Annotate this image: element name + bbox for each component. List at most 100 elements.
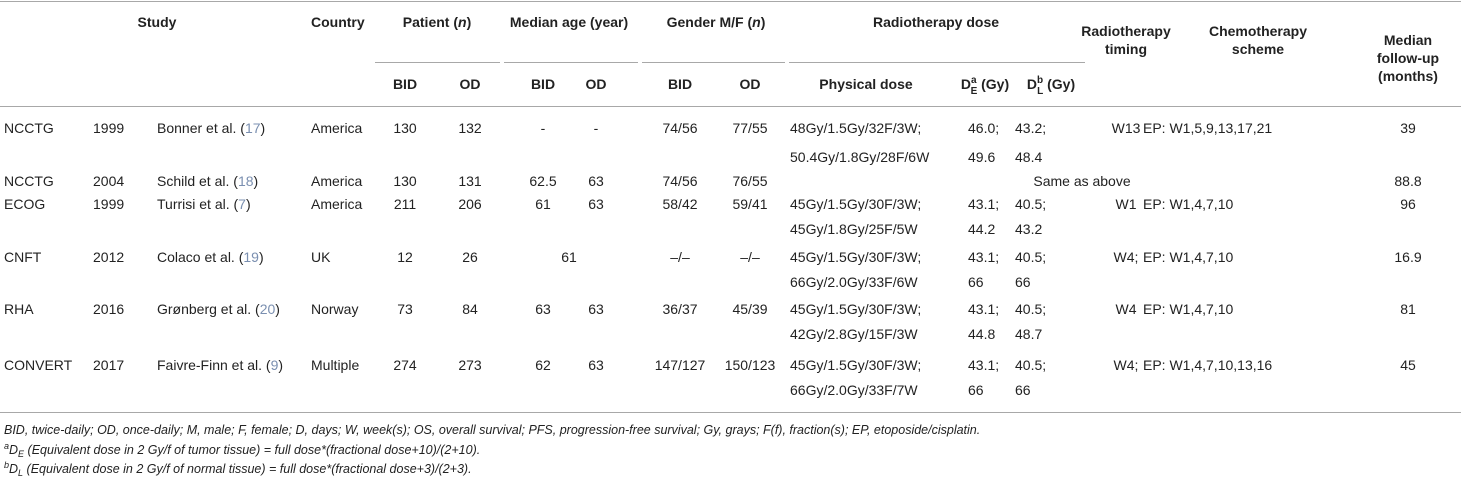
de-value: 43.1; [968, 249, 1000, 265]
rule-line [0, 412, 1461, 413]
study-year: 2004 [93, 173, 125, 189]
study-author-part: ) [260, 120, 266, 136]
header-patient-part: n [458, 14, 467, 30]
dl-value: 66 [1015, 382, 1031, 398]
study-author: Colaco et al. (19) [157, 248, 264, 266]
study-year: 2016 [93, 301, 125, 317]
study-year: 1999 [93, 120, 125, 136]
rule-line [504, 62, 638, 63]
study-group: NCCTG [4, 173, 54, 189]
dl-value: 40.5; [1015, 249, 1047, 265]
age-bid: 61 [535, 196, 551, 212]
study-year: 2017 [93, 357, 125, 373]
gender-od: 77/55 [732, 120, 768, 136]
study-author-part: 7 [238, 196, 246, 212]
physical-dose: 42Gy/2.8Gy/15F/3W [790, 326, 918, 342]
dl-value: 43.2 [1015, 221, 1043, 237]
subheader: BID [667, 76, 693, 92]
chemo: EP: W1,4,7,10 [1143, 301, 1234, 317]
de-value: 46.0; [968, 120, 1000, 136]
age-od: 63 [588, 301, 604, 317]
study-author: Schild et al. (18) [157, 172, 258, 190]
study-author-part: 19 [243, 249, 259, 265]
followup: 88.8 [1394, 173, 1422, 189]
study-group: NCCTG [4, 120, 54, 136]
timing: W4; [1113, 249, 1139, 265]
dl-value: 40.5; [1015, 357, 1047, 373]
country: UK [311, 249, 331, 265]
gender-od: 45/39 [732, 301, 768, 317]
header-age: Median age (year) [509, 14, 629, 30]
patient-bid: 274 [393, 357, 417, 373]
gender-od: 76/55 [732, 173, 768, 189]
gender-od: 150/123 [724, 357, 776, 373]
study-author-part: Colaco et al. ( [157, 249, 244, 265]
study-author-part: Faivre-Finn et al. ( [157, 357, 271, 373]
subheader: OD [459, 76, 481, 92]
dl-value: 43.2; [1015, 120, 1047, 136]
study-author: Faivre-Finn et al. (9) [157, 356, 283, 374]
age-bid: 62 [535, 357, 551, 373]
country: Multiple [311, 357, 360, 373]
timing: W4; [1113, 357, 1139, 373]
patient-bid: 130 [393, 120, 417, 136]
followup: 81 [1400, 301, 1416, 317]
header-study: Study [137, 14, 177, 30]
country: America [311, 196, 363, 212]
chemo: EP: W1,5,9,13,17,21 [1143, 120, 1273, 136]
timing: W4 [1115, 301, 1137, 317]
de-value: 43.1; [968, 301, 1000, 317]
gender-bid: 36/37 [662, 301, 698, 317]
patient-bid: 211 [393, 196, 417, 212]
study-group: RHA [4, 301, 34, 317]
patient-od: 273 [458, 357, 482, 373]
age-bid: 62.5 [529, 173, 557, 189]
header-dl-part: b [1037, 75, 1044, 86]
chemo: EP: W1,4,7,10,13,16 [1143, 357, 1273, 373]
header-timing: Radiotherapy timing [1081, 23, 1171, 57]
de-value: 66 [968, 274, 984, 290]
header-dl-part: D [1026, 76, 1038, 92]
patient-bid: 73 [397, 301, 413, 317]
timing: W13 [1111, 120, 1141, 136]
study-author-part: ) [275, 301, 280, 317]
followup: 45 [1400, 357, 1416, 373]
subheader: Physical dose [819, 76, 913, 92]
gender-bid: 147/127 [654, 357, 706, 373]
header-de-part: a [971, 75, 977, 86]
gender-bid: 74/56 [662, 120, 698, 136]
header-chemo: Chemotherapy scheme [1208, 23, 1308, 57]
physical-dose: 45Gy/1.5Gy/30F/3W; [790, 357, 922, 373]
patient-od: 206 [458, 196, 482, 212]
study-author-part: ) [253, 173, 259, 189]
study-author-part: 18 [237, 173, 254, 189]
de-value: 44.8 [968, 326, 996, 342]
rule-line [0, 1, 1461, 2]
chemo: EP: W1,4,7,10 [1143, 196, 1234, 212]
study-author-part: 17 [244, 120, 261, 136]
footnote: aDE (Equivalent dose in 2 Gy/f of tumor … [4, 441, 480, 459]
subheader: BID [392, 76, 418, 92]
followup: 16.9 [1394, 249, 1422, 265]
de-value: 49.6 [968, 149, 996, 165]
gender-bid: 74/56 [662, 173, 698, 189]
dl-value: 48.4 [1015, 149, 1043, 165]
header-gender-part: n [752, 14, 761, 30]
study-year: 1999 [93, 196, 125, 212]
physical-dose: 45Gy/1.5Gy/30F/3W; [790, 249, 922, 265]
header-de-part: (Gy) [977, 76, 1010, 92]
rule-line [0, 106, 1461, 107]
study-author: Turrisi et al. (7) [157, 195, 251, 213]
footnote-part: E [18, 449, 25, 459]
footnote-part: a [4, 441, 10, 451]
age-both: 61 [561, 249, 577, 265]
study-group: CNFT [4, 249, 42, 265]
patient-od: 26 [462, 249, 478, 265]
physical-dose: 45Gy/1.5Gy/30F/3W; [790, 196, 922, 212]
de-value: 44.2 [968, 221, 996, 237]
age-od: 63 [588, 173, 604, 189]
physical-dose: 48Gy/1.5Gy/32F/3W; [790, 120, 922, 136]
header-de-part: D [960, 76, 971, 92]
header-patient: Patient (n) [403, 13, 471, 31]
study-author-part: Schild et al. ( [157, 173, 238, 189]
